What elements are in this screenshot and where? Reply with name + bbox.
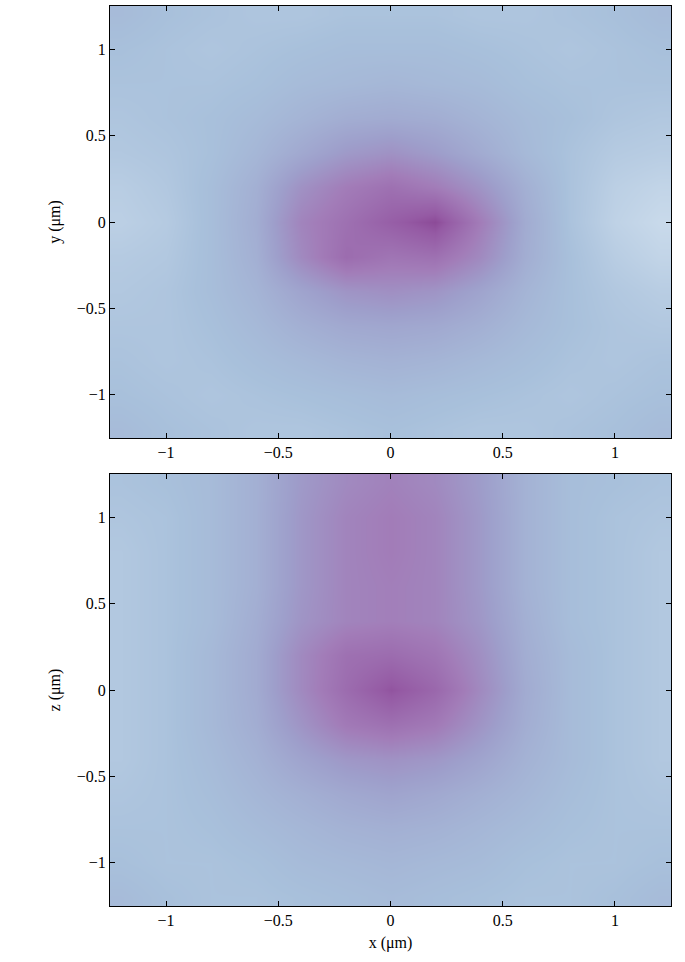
svg-text:0: 0 <box>98 214 106 231</box>
svg-text:0: 0 <box>387 912 395 929</box>
svg-text:1: 1 <box>611 912 619 929</box>
svg-text:−1: −1 <box>89 386 106 403</box>
svg-text:1: 1 <box>98 41 106 58</box>
svg-text:0.5: 0.5 <box>86 127 106 144</box>
svg-text:1: 1 <box>98 509 106 526</box>
svg-text:1: 1 <box>611 444 619 461</box>
svg-text:−1: −1 <box>89 854 106 871</box>
svg-text:−0.5: −0.5 <box>77 300 106 317</box>
svg-text:z (μm): z (μm) <box>46 669 64 712</box>
svg-text:−1: −1 <box>158 444 175 461</box>
svg-text:0.5: 0.5 <box>493 912 513 929</box>
svg-text:−1: −1 <box>158 912 175 929</box>
svg-text:0: 0 <box>98 682 106 699</box>
svg-text:y (μm): y (μm) <box>46 200 64 244</box>
svg-text:0.5: 0.5 <box>493 444 513 461</box>
svg-text:0: 0 <box>387 444 395 461</box>
svg-text:−0.5: −0.5 <box>264 444 293 461</box>
svg-text:−0.5: −0.5 <box>264 912 293 929</box>
svg-text:0.5: 0.5 <box>86 595 106 612</box>
svg-text:−0.5: −0.5 <box>77 768 106 785</box>
svg-text:x (μm): x (μm) <box>369 934 413 952</box>
